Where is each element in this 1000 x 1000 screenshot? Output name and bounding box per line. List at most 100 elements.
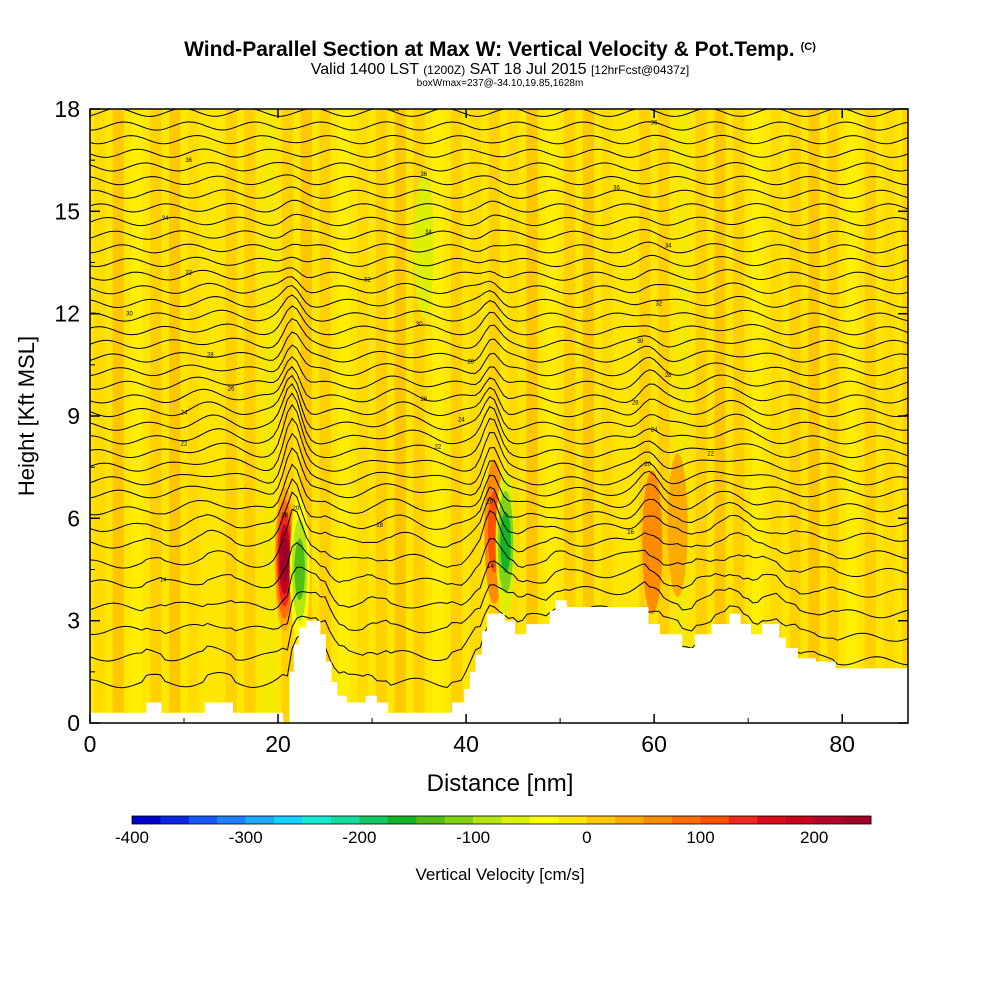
colorbar-tick-label: 0: [582, 828, 591, 847]
theta-contour: [90, 284, 908, 309]
colorbar-swatch: [302, 816, 332, 824]
shade-stripe: [488, 109, 500, 723]
contour-label: 26: [420, 397, 427, 403]
colorbar-swatch: [245, 816, 275, 824]
colorbar-tick-label: 200: [800, 828, 828, 847]
colorbar-swatch: [132, 816, 161, 824]
theta-contour: [90, 267, 908, 281]
contour-label: 24: [458, 417, 465, 423]
colorbar-label: Vertical Velocity [cm/s]: [415, 865, 584, 884]
shade-stripe: [639, 109, 651, 723]
theta-contour: [90, 305, 908, 336]
shade-stripe: [357, 109, 369, 723]
colorbar-swatch: [700, 816, 730, 824]
contour-label: 36: [420, 172, 427, 178]
contour-label: 32: [364, 278, 371, 284]
colorbar-tick-labels: -400 -300 -200 -100 0 100 200: [115, 828, 828, 847]
theta-contour: [90, 366, 908, 404]
shade-stripe: [507, 109, 519, 723]
contour-label: 26: [228, 387, 235, 393]
y-tick-label: 3: [67, 608, 80, 634]
shade-stripe: [150, 109, 162, 723]
y-tick-labels: 0 3 6 9 12 15 18: [54, 96, 80, 736]
contour-label: 20: [644, 462, 651, 468]
colorbar-swatch: [501, 816, 531, 824]
shade-stripe: [582, 109, 594, 723]
valid-lst: Valid 1400 LST: [310, 61, 419, 78]
colorbar-swatch: [330, 816, 360, 824]
shade-stripe: [112, 109, 124, 723]
theta-contour: [90, 276, 908, 295]
shade-stripe: [620, 109, 632, 723]
valid-date: SAT 18 Jul 2015: [469, 61, 587, 78]
shade-stripe: [751, 109, 764, 723]
colorbar-swatch: [473, 816, 502, 824]
colorbar-swatch: [359, 816, 389, 824]
shade-stripe: [601, 109, 613, 723]
colorbar-swatch: [757, 816, 787, 824]
colorbar-swatch: [416, 816, 445, 824]
shade-stripe: [845, 109, 858, 723]
x-tick-label: 80: [829, 731, 855, 757]
shade-stripe: [432, 109, 444, 723]
theta-contours: [90, 109, 908, 689]
contour-label: 24: [181, 411, 188, 417]
axis-ticks: [89, 108, 908, 724]
theta-contour: [90, 477, 908, 533]
shade-stripe: [263, 109, 275, 723]
theta-contour: [90, 344, 908, 377]
velocity-core: [294, 538, 306, 601]
contour-label: 30: [637, 339, 644, 345]
contour-label: 30: [416, 322, 423, 328]
velocity-core: [280, 536, 289, 582]
contour-label: 34: [665, 243, 672, 249]
colorbar-swatch: [274, 816, 303, 824]
shade-stripe: [469, 109, 482, 723]
contour-label: 22: [181, 441, 188, 447]
theta-contour: [90, 109, 908, 118]
valid-utc: (1200Z): [423, 63, 466, 77]
title-text: Wind-Parallel Section at Max W: Vertical…: [184, 38, 795, 61]
theta-contour: [90, 491, 908, 549]
shade-stripe: [451, 109, 463, 723]
theta-contour: [90, 213, 908, 227]
colorbar-swatch: [529, 816, 559, 824]
shade-stripe: [131, 109, 143, 723]
colorbar-swatch: [444, 816, 474, 824]
contour-label: 18: [281, 513, 288, 519]
theta-contour: [90, 241, 908, 254]
contour-label: 20: [486, 499, 493, 505]
contour-label: 32: [655, 301, 662, 307]
colorbar-swatch: [558, 816, 588, 824]
colorbar-swatch: [785, 816, 815, 824]
shade-stripe: [808, 109, 820, 723]
contour-label: 36: [613, 186, 620, 192]
colorbar-swatch: [643, 816, 673, 824]
contour-label: 24: [651, 428, 658, 434]
shade-stripe: [375, 109, 388, 723]
contour-label: 22: [435, 445, 442, 451]
colorbar-swatch: [814, 816, 843, 824]
shade-stripe: [545, 109, 557, 723]
contour-label: 20: [293, 506, 300, 512]
shade-stripe: [770, 109, 782, 723]
y-tick-label: 15: [54, 198, 80, 224]
y-tick-label: 6: [67, 505, 80, 531]
theta-contour: [90, 121, 908, 131]
shade-stripe: [300, 109, 312, 723]
colorbar-swatch: [728, 816, 758, 824]
colorbar-swatch: [217, 816, 246, 824]
theta-contour: [90, 581, 908, 636]
theta-contour: [90, 199, 908, 213]
chart-title: Wind-Parallel Section at Max W: Vertical…: [0, 38, 1000, 62]
valid-time-line: Valid 1400 LST (1200Z) SAT 18 Jul 2015 […: [0, 61, 1000, 79]
velocity-core: [642, 470, 663, 615]
contour-label: 28: [665, 373, 672, 379]
theta-contour: [90, 254, 908, 268]
contour-label: 16: [627, 530, 634, 536]
shade-stripe: [789, 109, 801, 723]
theta-contour: [90, 403, 908, 459]
colorbar-swatch: [387, 816, 417, 824]
theta-contour: [90, 447, 908, 499]
